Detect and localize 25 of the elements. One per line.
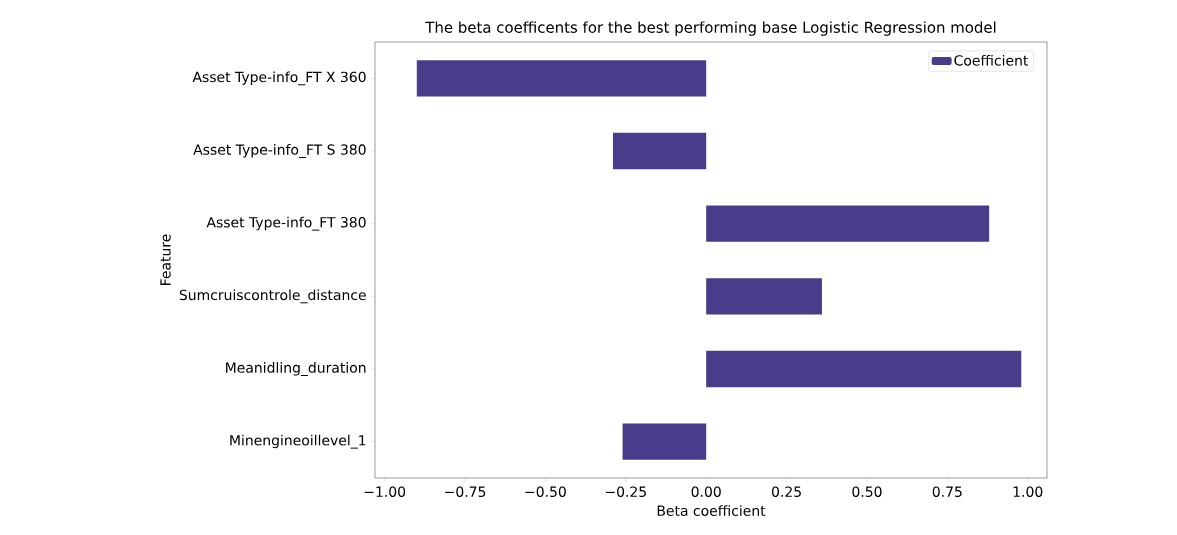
x-tick-label: −0.75: [445, 486, 486, 497]
y-tick-label: Asset Type-info_FT S 380: [193, 144, 366, 158]
x-tick-label: 0.00: [691, 486, 721, 497]
bar: [622, 423, 707, 460]
y-tick-label: Sumcruiscontrole_distance: [179, 289, 366, 304]
x-tick-label: 1.00: [1013, 486, 1043, 497]
y-axis-title: Feature: [160, 234, 171, 285]
x-tick-label: −0.50: [525, 486, 566, 497]
x-tick-label: 0.25: [771, 486, 801, 497]
bar: [706, 350, 1022, 388]
chart-title: The beta coefficents for the best performing base Logistic Regression model: [425, 21, 996, 36]
x-tick-label: −1.00: [364, 486, 406, 497]
x-tick-label: 0.50: [852, 486, 882, 497]
bar: [706, 278, 822, 315]
x-axis-title: Beta coefficient: [657, 505, 766, 516]
x-tick-label: −0.25: [605, 486, 646, 497]
bar: [706, 205, 990, 242]
y-tick-label: Asset Type-info_FT X 360: [192, 71, 366, 86]
y-tick-label: Minengineoillevel_1: [230, 434, 366, 449]
x-tick-label: 0.75: [932, 486, 962, 497]
y-tick-label: Asset Type-info_FT 380: [206, 216, 366, 231]
y-tick-label: Meanidling_duration: [226, 362, 366, 376]
legend-label: Coefficient: [954, 54, 1029, 66]
bar: [612, 132, 707, 170]
bar: [416, 60, 707, 97]
